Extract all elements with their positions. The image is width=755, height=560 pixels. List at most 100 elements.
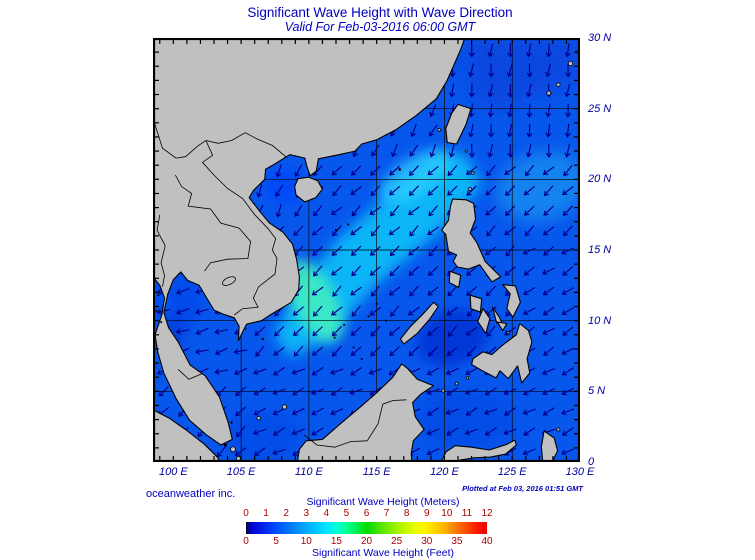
border-line <box>177 369 202 380</box>
wave-arrow <box>448 143 455 158</box>
wave-arrow <box>541 387 555 396</box>
wave-arrow <box>522 408 536 416</box>
reef-speck <box>352 346 355 349</box>
wave-arrow <box>428 245 438 257</box>
sea-patch-tonkin-bright-blue <box>264 168 305 205</box>
wave-arrow <box>485 205 497 216</box>
reef-speck <box>155 309 158 312</box>
wave-arrow <box>524 225 535 237</box>
wave-arrow <box>388 326 401 336</box>
wave-arrow <box>486 225 496 237</box>
wave-arrow <box>332 285 342 297</box>
wave-arrow <box>565 63 572 78</box>
wave-arrow <box>541 368 556 376</box>
islet <box>465 376 470 380</box>
wave-arrow <box>522 448 536 456</box>
wave-arrow <box>275 184 284 198</box>
wave-arrow <box>561 448 575 456</box>
wave-arrow <box>331 306 343 316</box>
wave-arrow <box>273 346 285 356</box>
wave-arrow <box>330 387 343 396</box>
islet <box>468 187 473 192</box>
wave-arrow <box>408 265 420 276</box>
plotted-timestamp: Plotted at Feb 03, 2016 01:51 GMT <box>462 484 583 493</box>
islet <box>236 456 241 461</box>
wave-arrow <box>429 144 437 158</box>
wave-arrow <box>503 428 517 436</box>
sea-patch-east-china-sea-dark <box>464 38 580 112</box>
reef-speck <box>360 357 363 360</box>
wave-arrow <box>484 387 497 396</box>
wave-arrow <box>487 103 494 118</box>
wave-arrow <box>253 428 267 436</box>
wave-arrow <box>350 346 362 356</box>
wave-arrow <box>390 205 400 217</box>
wave-arrow <box>311 427 324 436</box>
wave-arrow <box>561 347 575 356</box>
landmass-borneo <box>296 363 435 462</box>
wave-arrow <box>488 63 495 78</box>
wave-arrow <box>294 164 303 178</box>
wave-arrow <box>409 144 419 157</box>
wave-arrow <box>487 83 494 98</box>
wave-arrow <box>175 287 190 295</box>
lat-label: 0 <box>588 456 595 468</box>
wave-arrow <box>313 205 323 217</box>
wave-arrow <box>505 205 516 217</box>
landmass-bohol <box>496 321 508 332</box>
wave-arrow <box>158 386 169 397</box>
wave-arrow <box>312 326 323 337</box>
wave-arrow <box>369 245 381 256</box>
wave-arrow <box>331 345 342 357</box>
feet-tick: 25 <box>391 536 403 547</box>
meters-tick: 0 <box>243 508 249 519</box>
wave-arrow <box>445 408 459 416</box>
feet-tick: 30 <box>421 536 433 547</box>
reef-speck <box>261 337 264 341</box>
wave-arrow <box>561 247 575 255</box>
wave-arrow <box>272 388 286 396</box>
wave-arrow <box>390 144 398 158</box>
lat-label: 5 N <box>588 385 606 398</box>
meters-tick: 11 <box>461 508 473 519</box>
wave-arrow <box>446 306 459 316</box>
wave-arrow <box>468 123 475 138</box>
wave-arrow <box>428 205 438 217</box>
wave-arrow <box>214 368 229 375</box>
wave-arrow <box>524 164 535 177</box>
lat-label: 10 N <box>588 314 612 327</box>
wave-arrow <box>465 367 478 376</box>
wave-arrow <box>506 123 513 138</box>
wave-arrow <box>426 388 440 396</box>
islet <box>441 388 445 393</box>
wave-arrow <box>389 245 400 257</box>
border-line <box>303 399 407 448</box>
wave-arrow <box>408 206 420 216</box>
reef-speck <box>398 168 402 171</box>
islet <box>556 82 561 87</box>
lon-label: 100 E <box>158 466 188 478</box>
wave-arrow <box>370 185 381 197</box>
wave-arrow <box>483 408 498 416</box>
wave-arrow <box>409 225 419 237</box>
wave-arrow <box>526 103 533 118</box>
wave-arrow <box>542 306 555 316</box>
page-title: Significant Wave Height with Wave Direct… <box>247 5 513 20</box>
wave-arrow <box>542 226 555 236</box>
wave-arrow <box>561 307 575 316</box>
wave-arrow <box>312 305 323 317</box>
wave-arrow <box>292 387 305 396</box>
wave-arrow <box>468 143 476 158</box>
wave-arrow <box>350 286 362 296</box>
wave-arrow <box>543 205 554 216</box>
landmass-sulawesi <box>440 439 517 462</box>
reef-speck <box>367 315 370 318</box>
wave-arrow <box>351 265 362 277</box>
wave-arrow <box>526 63 533 78</box>
sea-patch-celebes-sea <box>415 388 514 451</box>
islet <box>567 60 574 67</box>
reef-speck <box>375 302 378 305</box>
wave-arrow <box>485 185 497 196</box>
islet <box>437 128 441 132</box>
wave-arrow <box>447 165 458 177</box>
